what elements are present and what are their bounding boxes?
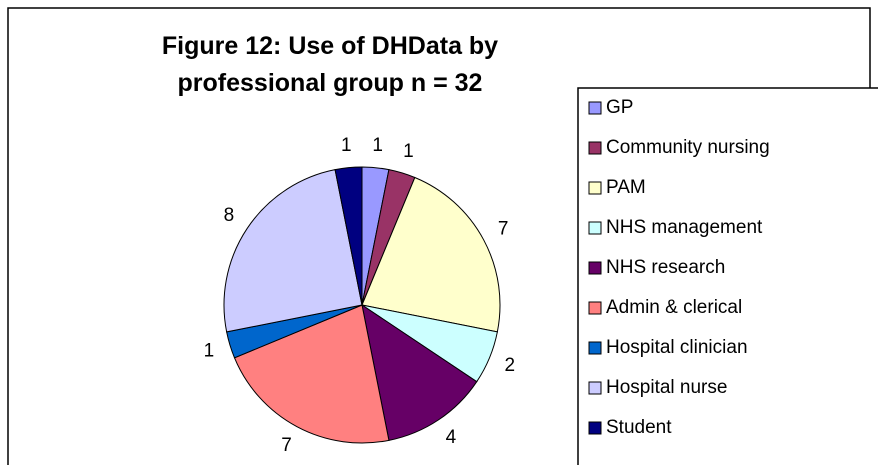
legend-swatch [588,101,602,115]
legend-label: PAM [606,177,646,198]
legend-label: NHS research [606,257,725,278]
pie-slice [361,303,478,441]
legend-swatch [588,221,602,235]
data-label: 1 [204,340,215,361]
data-label: 7 [281,435,292,456]
legend-label: Community nursing [606,137,770,158]
legend-label: Hospital clinician [606,337,748,358]
legend-label: NHS management [606,217,763,238]
pie-slice [233,304,390,444]
legend-swatch [588,341,602,355]
data-label: 7 [498,219,509,240]
data-label: 8 [224,205,235,226]
pie-slice [361,176,501,333]
chart-title: Figure 12: Use of DHData by professional… [161,32,499,97]
data-label: 1 [403,141,414,162]
legend-swatch [588,301,602,315]
legend-label: Student [606,417,672,438]
legend-label: Admin & clerical [606,297,742,318]
legend-label: GP [606,97,633,118]
legend-label: Hospital nurse [606,377,727,398]
legend-swatch [588,261,602,275]
legend-box [577,87,878,465]
pie-slice [223,169,363,333]
data-label: 4 [446,427,457,448]
legend-swatch [588,141,602,155]
data-label: 1 [372,135,383,156]
data-label: 1 [341,135,352,156]
legend-swatch [588,421,602,435]
legend-swatch [588,181,602,195]
pie-slice [334,166,363,306]
legend-swatch [588,381,602,395]
data-label: 2 [505,355,516,376]
